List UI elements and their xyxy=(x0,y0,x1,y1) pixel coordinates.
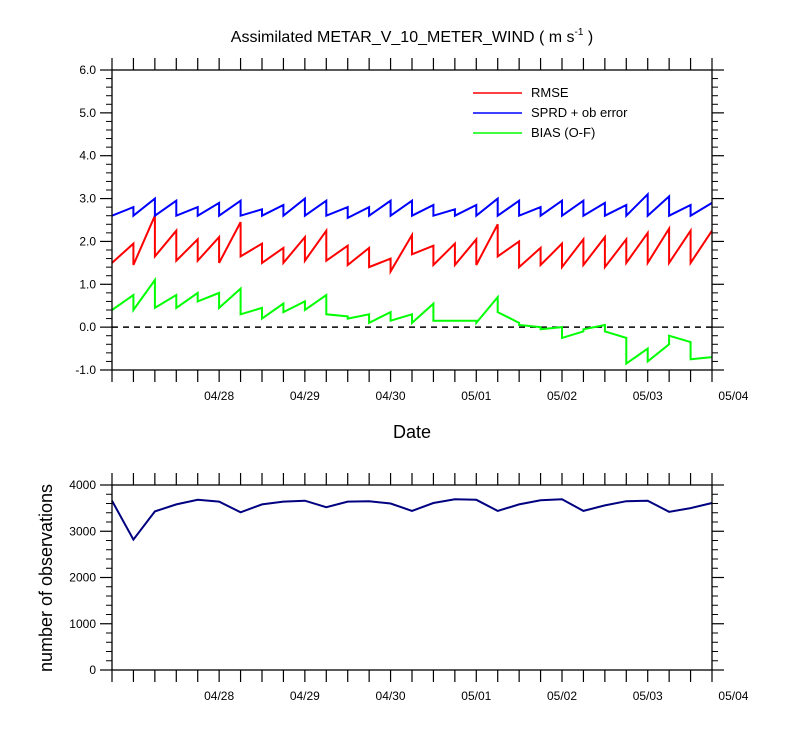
y-tick-label: 2.0 xyxy=(79,234,96,248)
x-tick-label: 05/02 xyxy=(547,689,577,703)
bottom-chart-panel: 0 1000 2000 3000 4000 04/28 04/29 04/30 05/01 05/… xyxy=(69,473,749,703)
x-tick-label: 05/01 xyxy=(461,689,491,703)
y-tick-label: 1000 xyxy=(69,617,96,631)
legend-label: SPRD + ob error xyxy=(531,105,628,120)
bottom-y-axis-title: number of observations xyxy=(36,484,56,672)
chart-title: Assimilated METAR_V_10_METER_WIND ( m s-… xyxy=(231,27,593,46)
top-chart-panel: -1.0 0.0 1.0 2.0 3.0 4.0 5.0 6.0 04/28 04/29 04/30… xyxy=(75,58,749,403)
y-tick-label: 0.0 xyxy=(79,320,96,334)
legend: RMSE SPRD + ob error BIAS (O-F) xyxy=(473,85,628,140)
x-tick-label: 05/03 xyxy=(633,389,663,403)
x-tick-label: 05/02 xyxy=(547,389,577,403)
series-line-observations xyxy=(111,498,713,542)
x-tick-label: 04/28 xyxy=(204,689,234,703)
y-tick-label: 5.0 xyxy=(79,106,96,120)
bottom-plot-frame xyxy=(111,484,713,671)
series-line-bias xyxy=(111,276,713,366)
y-tick-label: -1.0 xyxy=(75,363,96,377)
legend-label: RMSE xyxy=(531,85,569,100)
y-tick-label: 4000 xyxy=(69,478,96,492)
chart-title-unit: ( m s xyxy=(539,29,575,46)
x-tick-label: 05/04 xyxy=(718,389,748,403)
x-tick-label: 05/04 xyxy=(718,689,748,703)
top-x-axis-title: Date xyxy=(393,422,431,442)
x-tick-label: 04/28 xyxy=(204,389,234,403)
y-tick-label: 4.0 xyxy=(79,149,96,163)
y-tick-label: 6.0 xyxy=(79,63,96,77)
x-tick-label: 04/29 xyxy=(290,389,320,403)
y-tick-label: 0 xyxy=(89,663,96,677)
legend-label: BIAS (O-F) xyxy=(531,125,595,140)
chart-title-unit-end: ) xyxy=(583,29,593,46)
x-tick-label: 04/30 xyxy=(376,389,406,403)
series-line-rmse xyxy=(111,215,713,276)
x-tick-label: 05/03 xyxy=(633,689,663,703)
y-tick-label: 3.0 xyxy=(79,192,96,206)
y-tick-label: 2000 xyxy=(69,571,96,585)
x-tick-label: 04/29 xyxy=(290,689,320,703)
chart-title-unit-exponent: -1 xyxy=(575,27,584,38)
series-line-spread xyxy=(111,191,713,220)
chart-title-main: Assimilated METAR_V_10_METER_WIND xyxy=(231,29,535,46)
y-tick-label: 3000 xyxy=(69,524,96,538)
x-tick-label: 05/01 xyxy=(461,389,491,403)
x-tick-label: 04/30 xyxy=(376,689,406,703)
y-tick-label: 1.0 xyxy=(79,277,96,291)
